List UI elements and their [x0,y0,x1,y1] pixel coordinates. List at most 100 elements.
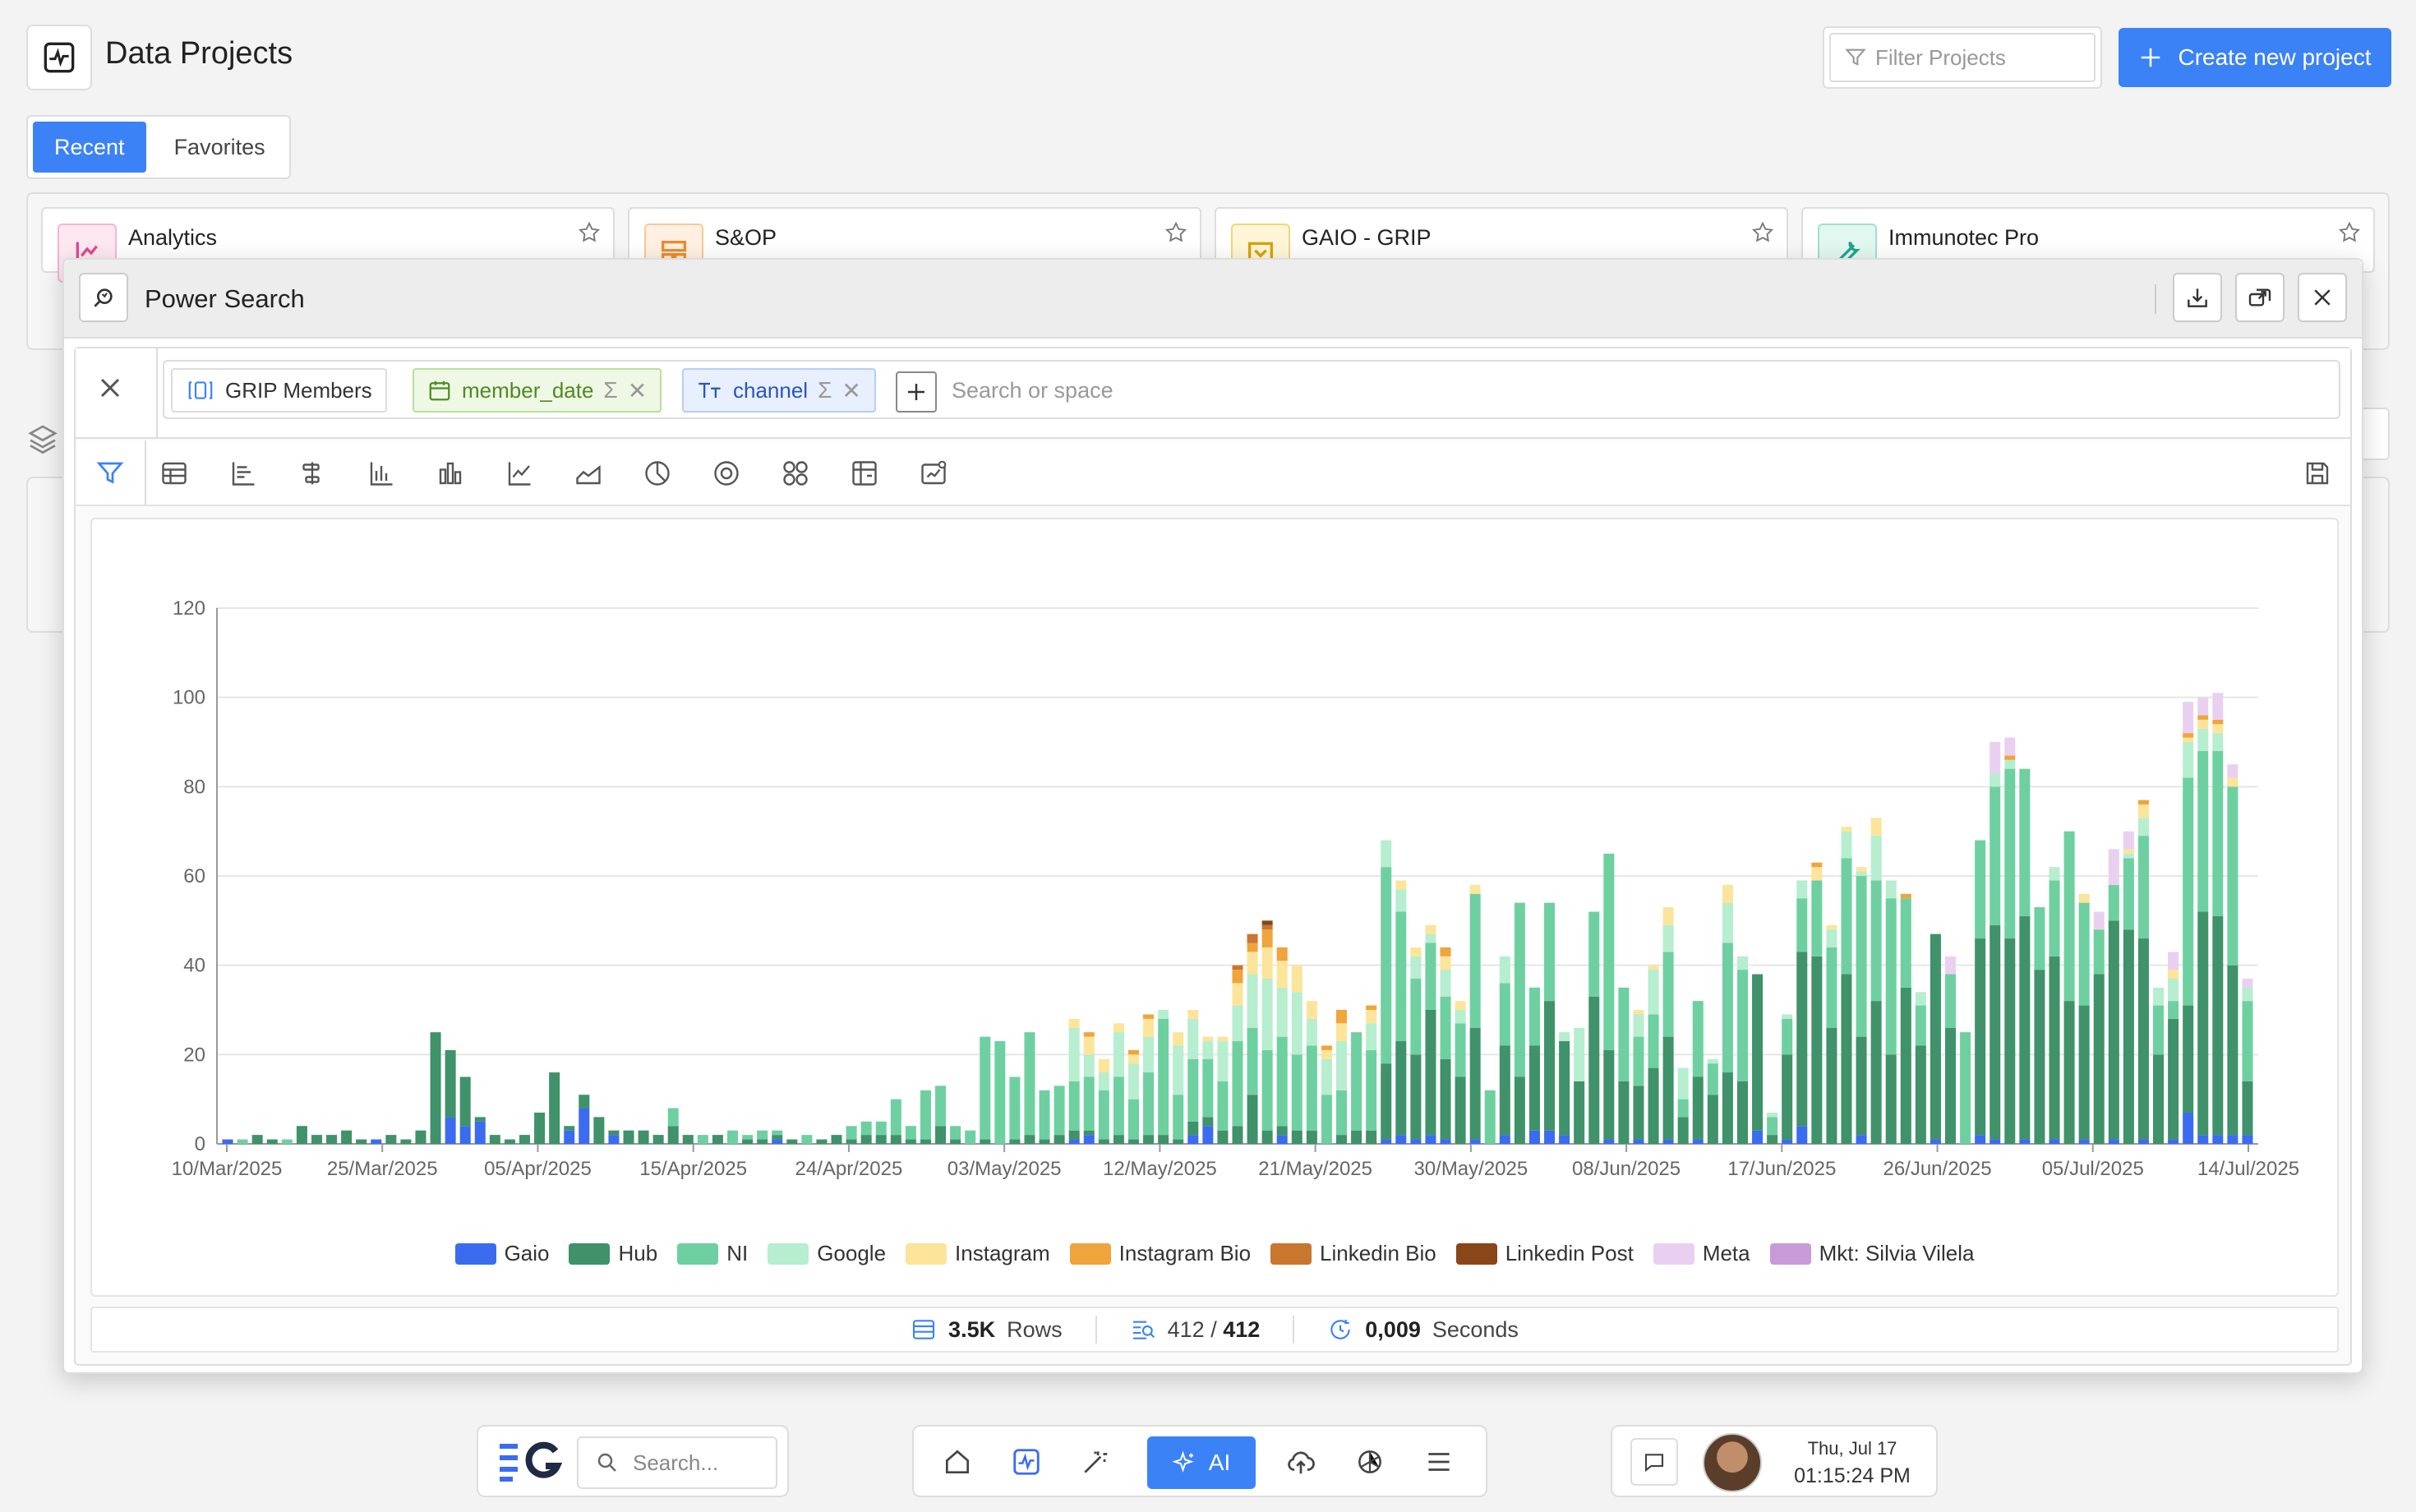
bar-segment [1707,1063,1718,1095]
bar-segment [1083,1032,1095,1037]
bar-chart-icon[interactable] [367,459,396,488]
clear-query-icon[interactable] [94,371,127,404]
pie-chart-icon[interactable] [643,459,672,488]
data-projects-icon[interactable] [1011,1446,1042,1477]
rows-value: 3.5K [948,1316,996,1342]
custom-chart-icon[interactable] [919,459,948,488]
tab-favorites[interactable]: Favorites [173,134,265,159]
ai-button[interactable]: AI [1147,1436,1256,1489]
bar-segment [1113,1032,1124,1077]
sum-icon[interactable]: Σ [603,377,618,403]
download-button[interactable] [2173,273,2222,322]
bar-segment [1528,1130,1540,1144]
avatar[interactable] [1703,1433,1762,1492]
filter-projects[interactable]: Filter Projects [1823,26,2102,89]
dock-search-input[interactable]: Search... [577,1436,777,1489]
source-chip[interactable]: GRIP Members [171,368,387,413]
bar-segment [1306,1018,1317,1046]
star-icon[interactable] [1164,220,1188,245]
close-modal-button[interactable] [2298,273,2347,322]
bar-segment [1261,929,1273,947]
legend-item[interactable]: Linkedin Post [1455,1241,1634,1266]
minimize-window-button[interactable] [2235,273,2285,322]
create-project-button[interactable]: Create new project [2119,28,2391,87]
y-tick-label: 120 [173,597,205,620]
bar-segment [2108,849,2119,885]
line-chart-icon[interactable] [505,459,534,488]
bar-segment [2078,1005,2090,1140]
power-search-icon [79,273,128,322]
sum-icon[interactable]: Σ [818,377,832,403]
star-icon[interactable] [1750,220,1775,245]
filter-projects-input[interactable]: Filter Projects [1875,44,2006,70]
bar-segment [1915,1045,1926,1144]
legend-item[interactable]: Gaio [454,1241,549,1266]
pivot-table-icon[interactable] [850,459,879,488]
magic-wand-icon[interactable] [1080,1446,1111,1477]
bar-horizontal-icon[interactable] [228,459,258,488]
home-icon[interactable] [942,1446,973,1477]
rows-stat: 3.5K Rows [911,1316,1063,1343]
query-search-input[interactable]: Search or space [952,378,1113,403]
bar-segment [2123,831,2134,850]
bar-segment [1484,1090,1496,1144]
bubble-chart-icon[interactable] [781,459,810,488]
area-chart-icon[interactable] [574,459,603,488]
brand-logo[interactable] [496,1441,562,1484]
legend-item[interactable]: Instagram [906,1241,1050,1266]
bar-segment [2212,719,2224,725]
bar-segment [1603,1049,1615,1140]
column-chart-icon[interactable] [436,459,465,488]
bar-segment [1232,965,1243,970]
bar-segment [1158,1010,1169,1019]
project-tabs: Recent Favorites [26,115,291,179]
bar-segment [2108,1139,2119,1144]
query-field[interactable]: GRIP Members member_date Σ ✕ channel Σ ✕ [163,360,2340,419]
bar-segment [1544,902,1556,1002]
search-results-icon [1132,1321,1155,1339]
tab-recent[interactable]: Recent [33,122,146,173]
timer-icon [1330,1320,1351,1339]
gantt-icon[interactable] [297,459,327,488]
legend-item[interactable]: Hub [569,1241,657,1266]
bar-segment [2123,858,2134,930]
bar-segment [474,1117,486,1122]
channel-chip[interactable]: channel Σ ✕ [682,368,876,413]
legend-label: Google [817,1241,887,1265]
legend-item[interactable]: Linkedin Bio [1270,1241,1436,1266]
legend-item[interactable]: NI [677,1241,748,1266]
filter-icon[interactable] [95,459,125,488]
save-icon[interactable] [2303,459,2332,488]
layers-icon[interactable] [26,422,59,455]
star-icon[interactable] [2337,220,2362,245]
bar-segment [2019,768,2031,916]
bar-segment [1261,947,1273,979]
visualization-toolbar [76,440,2350,506]
legend-item[interactable]: Instagram Bio [1069,1241,1251,1266]
legend-item[interactable]: Mkt: Silvia Vilela [1769,1241,1974,1266]
project-name: GAIO - GRIP [1302,225,1432,250]
bar-segment [1127,1099,1139,1140]
add-field-button[interactable] [896,371,937,413]
bar-segment [1782,1054,1793,1140]
table-icon[interactable] [159,459,189,488]
menu-icon[interactable] [1423,1446,1455,1477]
openai-icon[interactable] [1354,1446,1386,1477]
legend-item[interactable]: Google [768,1241,886,1266]
bar-segment [564,1126,575,1131]
bar-segment [1856,867,1867,872]
legend-label: Meta [1702,1241,1750,1265]
bar-segment [772,1130,783,1136]
star-icon[interactable] [577,220,602,245]
bar-segment [1574,1081,1585,1144]
member-date-chip[interactable]: member_date Σ ✕ [413,368,662,413]
legend-item[interactable]: Meta [1653,1241,1750,1266]
plus-icon [908,384,924,400]
bar-segment [1143,1036,1155,1073]
bar-segment [1648,970,1659,1015]
remove-chip-icon[interactable]: ✕ [627,377,648,403]
remove-chip-icon[interactable]: ✕ [841,377,861,403]
donut-chart-icon[interactable] [712,459,741,488]
cloud-upload-icon[interactable] [1285,1446,1316,1477]
chat-button[interactable] [1630,1438,1678,1486]
